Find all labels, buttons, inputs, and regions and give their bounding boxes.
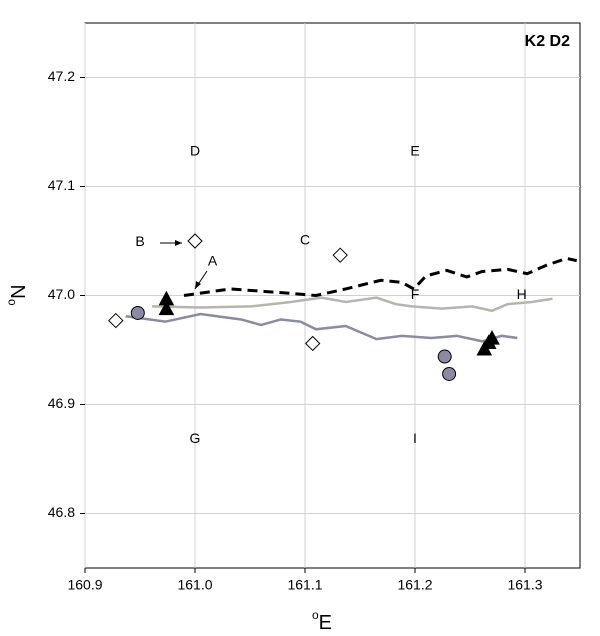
annotation: H [517, 286, 527, 302]
annotation: E [410, 142, 419, 158]
chart-title: K2 D2 [525, 33, 570, 50]
track-line [152, 296, 553, 313]
x-axis-label-text: E [319, 612, 332, 634]
x-tick-label: 161.1 [287, 577, 322, 593]
circle-marker [437, 349, 452, 364]
diamond-marker [304, 335, 321, 352]
triangle-marker [484, 330, 500, 345]
track-line [125, 312, 518, 343]
y-tick-label: 46.9 [48, 395, 75, 411]
y-tick-label: 47.1 [48, 177, 75, 193]
y-tick-label: 47.2 [48, 68, 75, 84]
annotation: G [190, 430, 201, 446]
annotation: B [135, 233, 144, 249]
x-tick-label: 161.0 [177, 577, 212, 593]
diamond-marker [332, 247, 348, 263]
annotation: C [300, 232, 310, 248]
arrow-a [194, 270, 208, 290]
y-axis-label: oN [4, 284, 30, 305]
arrow-b [160, 240, 182, 246]
y-axis-label-sup: o [4, 299, 18, 306]
triangle-marker [158, 300, 175, 316]
x-tick-label: 161.2 [397, 577, 432, 593]
annotation: I [413, 430, 417, 446]
x-axis-label: oE [312, 608, 332, 634]
x-tick-label: 160.9 [67, 577, 102, 593]
x-axis-label-sup: o [312, 608, 319, 622]
x-tick-label: 161.3 [507, 577, 542, 593]
y-tick-label: 47.0 [48, 286, 75, 302]
annotation: A [208, 252, 218, 268]
annotation: D [190, 142, 200, 158]
annotation: F [411, 286, 420, 302]
y-axis-label-text: N [8, 284, 30, 298]
diamond-marker [187, 233, 203, 249]
diamond-marker [108, 312, 124, 329]
y-tick-label: 46.8 [48, 504, 75, 520]
circle-marker [130, 305, 145, 320]
circle-marker [442, 366, 457, 381]
